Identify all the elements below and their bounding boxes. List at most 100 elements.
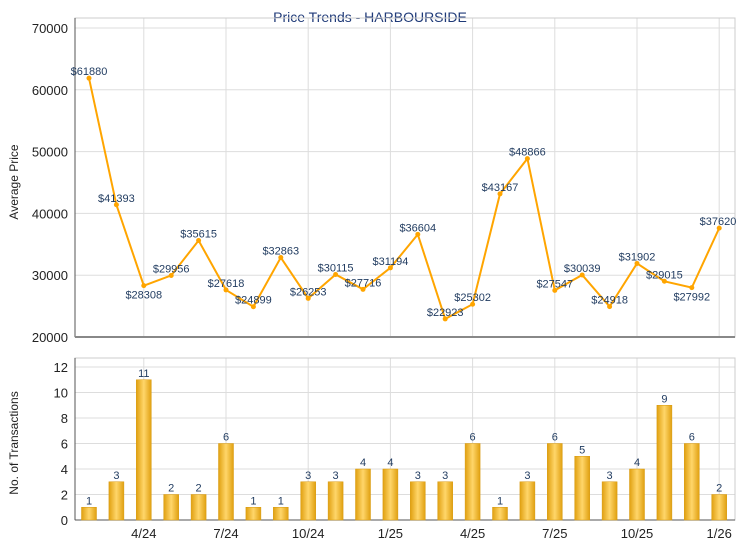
transaction-data-label: 11	[138, 368, 149, 380]
price-point	[223, 287, 229, 293]
price-point	[305, 295, 311, 301]
price-point	[360, 286, 366, 292]
transaction-data-label: 3	[333, 470, 339, 482]
transaction-data-label: 3	[415, 470, 421, 482]
price-data-label: $26253	[290, 286, 327, 298]
price-point	[552, 287, 558, 293]
price-point	[607, 304, 613, 310]
transaction-data-label: 1	[497, 495, 503, 507]
price-point	[634, 260, 640, 266]
transaction-data-label: 3	[607, 470, 613, 482]
price-y-tick-label: 30000	[32, 268, 68, 283]
transaction-bar	[547, 443, 563, 521]
x-tick-label: 4/25	[460, 526, 485, 541]
price-data-label: $27716	[345, 277, 382, 289]
price-data-label: $27547	[536, 278, 573, 290]
price-point	[196, 237, 202, 243]
price-data-label: $24899	[235, 295, 272, 307]
price-y-tick-label: 50000	[32, 145, 68, 160]
price-point	[524, 156, 530, 162]
price-point	[579, 272, 585, 278]
transaction-bar	[382, 468, 399, 521]
x-tick-label: 1/25	[378, 526, 403, 541]
transaction-bar	[711, 494, 727, 521]
price-point	[415, 231, 421, 237]
transaction-bar	[492, 507, 508, 521]
price-data-label: $22923	[427, 307, 464, 319]
price-point	[86, 75, 92, 81]
price-data-label: $32863	[262, 246, 299, 258]
transaction-data-label: 3	[305, 470, 311, 482]
x-tick-label: 1/26	[707, 526, 732, 541]
transaction-data-label: 2	[716, 483, 722, 495]
price-data-label: $31194	[372, 256, 408, 268]
transaction-data-label: 3	[442, 470, 448, 482]
transaction-bar	[273, 507, 289, 521]
transaction-data-label: 2	[196, 483, 202, 495]
price-y-axis-label: Average Price	[7, 144, 21, 219]
transactions-y-tick-label: 10	[54, 386, 68, 401]
price-data-label: $27992	[673, 292, 710, 304]
transaction-data-label: 6	[689, 432, 695, 444]
price-point	[470, 301, 476, 307]
transaction-data-label: 1	[278, 495, 284, 507]
transaction-bar	[163, 494, 179, 521]
transaction-bar	[245, 507, 262, 521]
price-point	[716, 225, 722, 231]
transaction-bar	[410, 481, 426, 521]
transactions-y-tick-label: 4	[61, 462, 68, 477]
transaction-data-label: 4	[360, 457, 366, 469]
transactions-y-tick-label: 2	[61, 488, 68, 503]
transaction-data-label: 4	[387, 457, 393, 469]
x-tick-label: 4/24	[131, 526, 156, 541]
transaction-data-label: 4	[634, 457, 640, 469]
x-tick-label: 10/25	[621, 526, 654, 541]
transaction-bar	[136, 379, 152, 521]
transaction-data-label: 9	[661, 393, 667, 405]
price-y-tick-label: 70000	[32, 21, 68, 36]
x-tick-label: 7/25	[542, 526, 567, 541]
transaction-bar	[629, 468, 645, 521]
price-point	[442, 316, 448, 322]
transaction-bar	[300, 481, 316, 521]
price-data-label: $25302	[454, 292, 491, 304]
transactions-y-tick-label: 6	[61, 437, 68, 452]
price-data-label: $29956	[153, 263, 190, 275]
x-tick-label: 7/24	[213, 526, 238, 541]
transaction-data-label: 6	[470, 432, 476, 444]
transaction-bar	[684, 443, 700, 521]
transaction-data-label: 3	[113, 470, 119, 482]
chart-title: Price Trends - HARBOURSIDE	[273, 9, 467, 25]
transaction-data-label: 3	[524, 470, 530, 482]
price-data-label: $35615	[180, 228, 217, 240]
price-point	[689, 285, 695, 291]
price-point	[141, 283, 147, 289]
x-tick-label: 10/24	[292, 526, 325, 541]
transaction-data-label: 1	[86, 495, 92, 507]
price-data-label: $30039	[564, 263, 601, 275]
transaction-bar	[355, 468, 371, 521]
transaction-bar	[327, 481, 344, 521]
price-data-label: $27618	[208, 278, 245, 290]
price-data-label: $37620	[700, 216, 737, 228]
transaction-bar	[218, 443, 234, 521]
transaction-bar	[190, 494, 207, 521]
price-point	[278, 255, 284, 261]
transaction-data-label: 6	[223, 432, 229, 444]
transaction-data-label: 6	[552, 432, 558, 444]
price-data-label: $28308	[125, 290, 162, 302]
transaction-bar	[656, 405, 673, 521]
price-data-label: $31902	[619, 251, 656, 263]
price-point	[113, 202, 119, 208]
price-point	[333, 271, 339, 277]
price-data-label: $30115	[318, 262, 354, 274]
price-y-tick-label: 20000	[32, 330, 68, 345]
transaction-data-label: 2	[168, 483, 174, 495]
price-plot-border	[74, 17, 736, 338]
price-y-tick-label: 40000	[32, 206, 68, 221]
price-data-label: $36604	[399, 222, 436, 234]
price-y-tick-label: 60000	[32, 83, 68, 98]
price-trend-line	[88, 77, 721, 321]
